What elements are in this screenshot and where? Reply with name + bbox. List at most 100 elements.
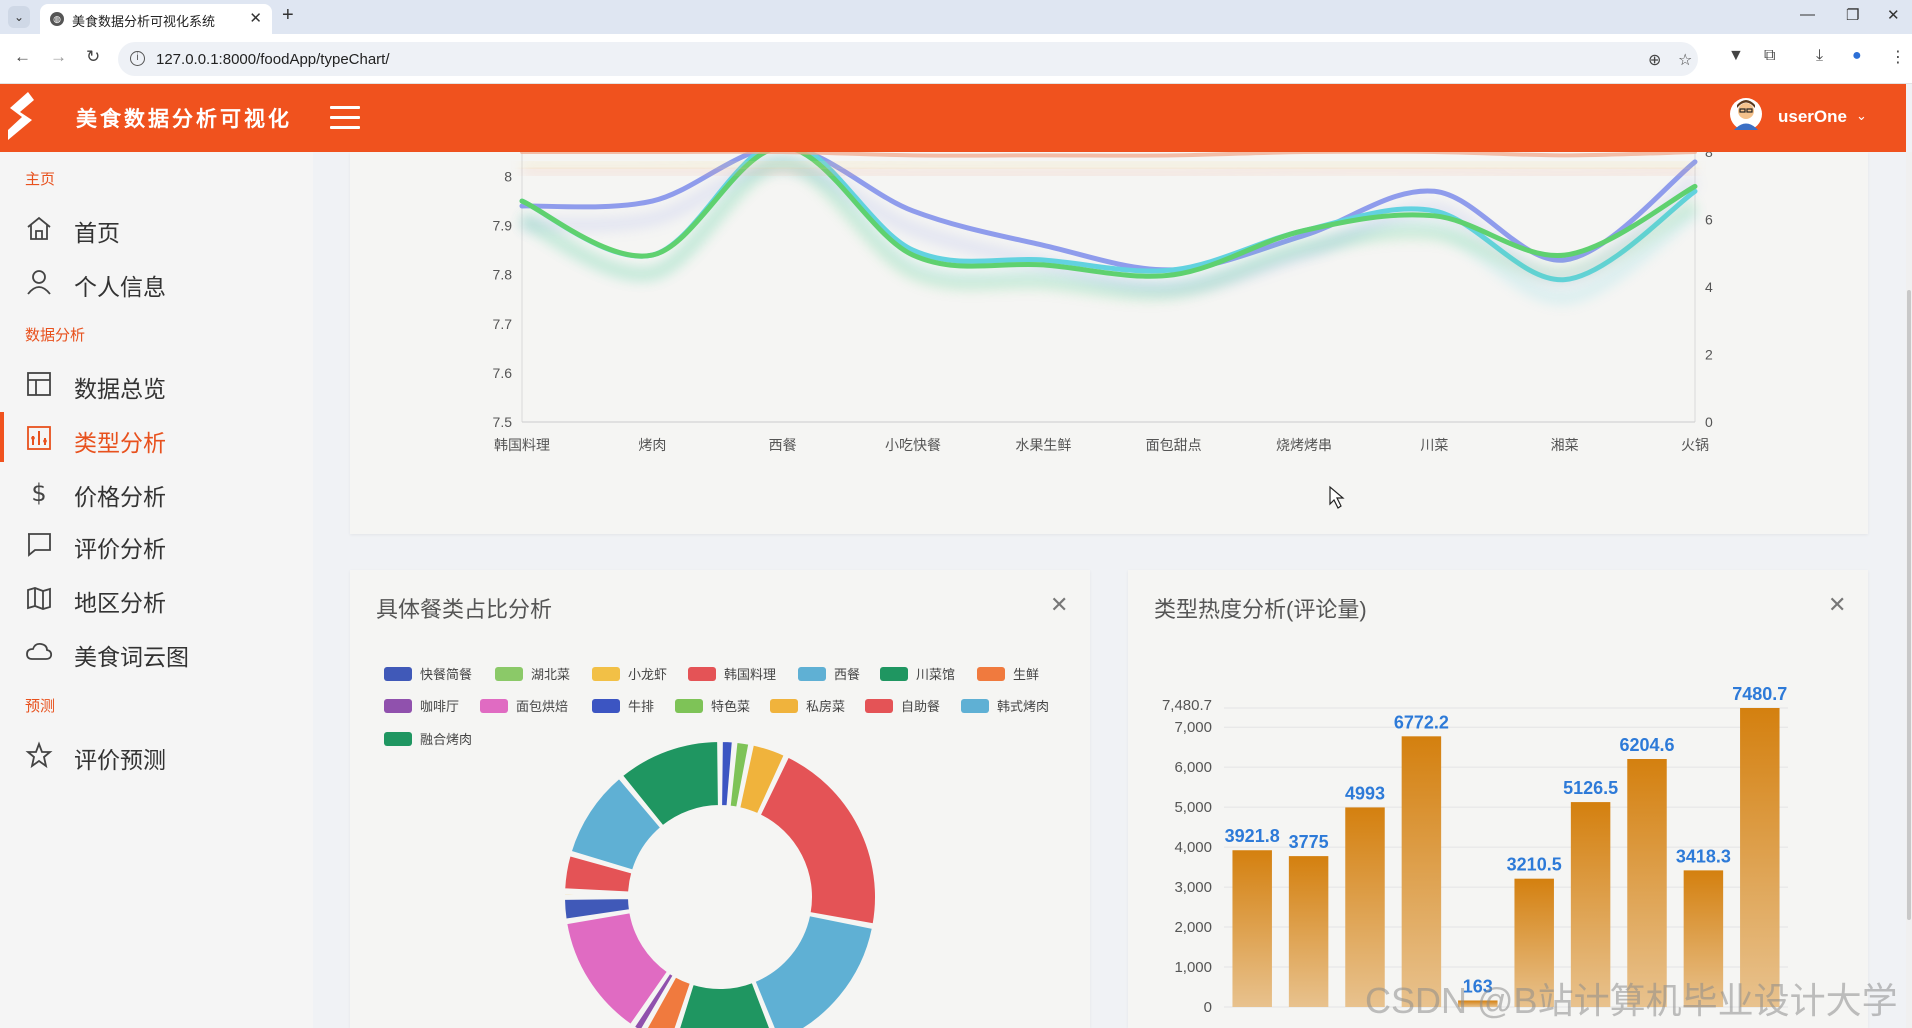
legend-item[interactable]: 韩国料理	[688, 664, 776, 683]
back-icon[interactable]: ←	[14, 47, 31, 66]
y-left-tick-label: 7.7	[493, 316, 513, 332]
sidebar-section-home: 主页	[25, 171, 56, 188]
restore-icon[interactable]: ❐	[1846, 7, 1860, 24]
sidebar-item-region-analysis[interactable]: 地区分析	[0, 572, 313, 622]
legend-item[interactable]: 私房菜	[770, 696, 845, 715]
profile-icon[interactable]: ●	[1852, 47, 1862, 64]
sidebar-section-analysis: 数据分析	[25, 327, 86, 344]
bar	[1232, 850, 1272, 1007]
browser-tab[interactable]: ◍ 美食数据分析可视化系统 ✕	[40, 4, 272, 34]
series-green-line	[519, 144, 1698, 279]
score-line-chart[interactable]: 7.5 7.6 7.7 7.8 7.9 8 0 2 4 6 8 韩国料理 烤肉 西餐 小吃快餐 水果生鲜 面包甜…	[350, 139, 1868, 534]
legend-item[interactable]: 湖北菜	[495, 664, 570, 683]
zoom-icon[interactable]: ⊕	[1648, 52, 1662, 69]
legend-item[interactable]: 特色菜	[675, 696, 750, 715]
bookmark-star-icon[interactable]: ☆	[1678, 52, 1693, 69]
logo-icon	[8, 92, 34, 140]
x-tick-label: 面包甜点	[1146, 437, 1202, 453]
pie-slice	[563, 897, 631, 921]
legend-item[interactable]: 牛排	[592, 696, 654, 715]
download-icon[interactable]: ⤓	[1816, 47, 1824, 64]
url-text[interactable]: 127.0.0.1:8000/foodApp/typeChart/	[156, 51, 390, 68]
tab-close-icon[interactable]: ✕	[249, 10, 262, 27]
y-max-tick-label: 7,480.7	[1162, 697, 1212, 714]
legend-label: 私房菜	[806, 699, 846, 714]
forward-icon[interactable]: →	[50, 47, 67, 66]
map-icon	[27, 587, 51, 610]
y-tick-label: 1,000	[1174, 959, 1212, 976]
chevron-down-icon[interactable]: ⌄	[1856, 108, 1867, 123]
globe-icon: ◍	[50, 12, 64, 26]
sidebar-item-profile[interactable]: 个人信息	[0, 256, 313, 306]
bar-panel-title: 类型热度分析(评论量)	[1154, 597, 1367, 622]
sidebar-item-overview[interactable]: 数据总览	[0, 358, 313, 408]
legend-item[interactable]: 面包烘焙	[480, 696, 568, 715]
sidebar-item-review-analysis[interactable]: 评价分析	[0, 518, 313, 568]
sidebar-item-price-analysis[interactable]: $ 价格分析	[0, 466, 313, 516]
scrollbar-thumb[interactable]	[1907, 290, 1911, 920]
pie-chart[interactable]	[350, 570, 1090, 1028]
legend-label: 特色菜	[711, 699, 751, 714]
bar-chart[interactable]: 0 1,000 2,000 3,000 4,000 5,000 6,000 7,000 7,48…	[1128, 570, 1868, 1028]
legend-item[interactable]: 咖啡厅	[384, 696, 459, 715]
legend-item[interactable]: 融合烤肉	[384, 729, 472, 748]
sidebar-item-home[interactable]: 首页	[0, 202, 313, 252]
legend-label: 快餐简餐	[420, 667, 473, 682]
pie-slice	[678, 981, 772, 1028]
menu-toggle-icon[interactable]	[330, 106, 360, 130]
site-info-icon[interactable]: i	[130, 51, 145, 66]
legend-item[interactable]: 快餐简餐	[384, 664, 472, 683]
legend-item[interactable]: 韩式烤肉	[961, 696, 1049, 715]
legend-item[interactable]: 自助餐	[865, 696, 940, 715]
legend-swatch	[592, 699, 620, 713]
sidebar-item-label: 数据总览	[74, 376, 166, 402]
sidebar-item-review-predict[interactable]: 评价预测	[0, 729, 313, 779]
cloud-icon	[26, 642, 53, 660]
pie-panel-close-icon[interactable]: ✕	[1050, 592, 1069, 617]
x-tick-label: 小吃快餐	[885, 437, 941, 453]
legend-item[interactable]: 小龙虾	[592, 664, 667, 683]
reload-icon[interactable]: ↻	[86, 47, 101, 66]
sidebar-item-label: 价格分析	[74, 484, 166, 510]
legend-item[interactable]: 西餐	[798, 664, 860, 683]
legend-swatch	[592, 667, 620, 681]
user-name[interactable]: userOne	[1778, 107, 1847, 126]
legend-label: 自助餐	[901, 699, 941, 714]
y-right-tick-label: 0	[1705, 414, 1713, 430]
browser-menu-icon[interactable]: ⋮	[1890, 49, 1906, 66]
y-right-tick-label: 2	[1705, 347, 1713, 363]
bar	[1570, 802, 1611, 1007]
sidebar-item-type-analysis[interactable]: 类型分析	[0, 412, 313, 462]
legend-swatch	[384, 732, 412, 746]
extensions-icon[interactable]: ⧉	[1764, 47, 1776, 64]
window-close-icon[interactable]: ✕	[1887, 7, 1900, 24]
y-right-tick-label: 8	[1705, 152, 1713, 160]
legend-item[interactable]: 生鲜	[977, 664, 1039, 683]
x-tick-label: 烧烤烤串	[1276, 437, 1332, 453]
legend-swatch	[880, 667, 908, 681]
extension-filter-icon[interactable]: ▼	[1728, 47, 1744, 64]
sidebar-item-label: 美食词云图	[74, 644, 189, 670]
bar-value-label: 6204.6	[1619, 735, 1674, 755]
bar-panel-close-icon[interactable]: ✕	[1828, 592, 1847, 617]
sidebar-item-wordcloud[interactable]: 美食词云图	[0, 626, 313, 676]
legend-swatch	[865, 699, 893, 713]
x-tick-label: 火锅	[1681, 437, 1709, 453]
tab-search-icon[interactable]: ⌄	[8, 6, 30, 28]
bar-value-label: 7480.7	[1732, 684, 1787, 704]
bar-value-label: 4993	[1345, 783, 1385, 803]
x-tick-label: 韩国料理	[494, 437, 550, 453]
x-tick-label: 湘菜	[1551, 437, 1579, 453]
pie-slice	[563, 854, 634, 894]
y-left-tick-label: 7.5	[493, 414, 513, 430]
sidebar-item-label: 首页	[74, 220, 120, 246]
series-green-shadow	[518, 158, 1699, 302]
minimize-icon[interactable]: —	[1800, 6, 1815, 23]
url-field[interactable]: i 127.0.0.1:8000/foodApp/typeChart/ ⊕ ☆	[118, 42, 1698, 76]
new-tab-icon[interactable]: +	[282, 4, 294, 26]
sidebar-item-label: 类型分析	[74, 430, 166, 456]
avatar[interactable]	[1730, 97, 1762, 131]
bar	[1288, 856, 1329, 1007]
app-header: 美食数据分析可视化 userOne ⌄	[0, 84, 1906, 152]
legend-item[interactable]: 川菜馆	[880, 664, 955, 683]
